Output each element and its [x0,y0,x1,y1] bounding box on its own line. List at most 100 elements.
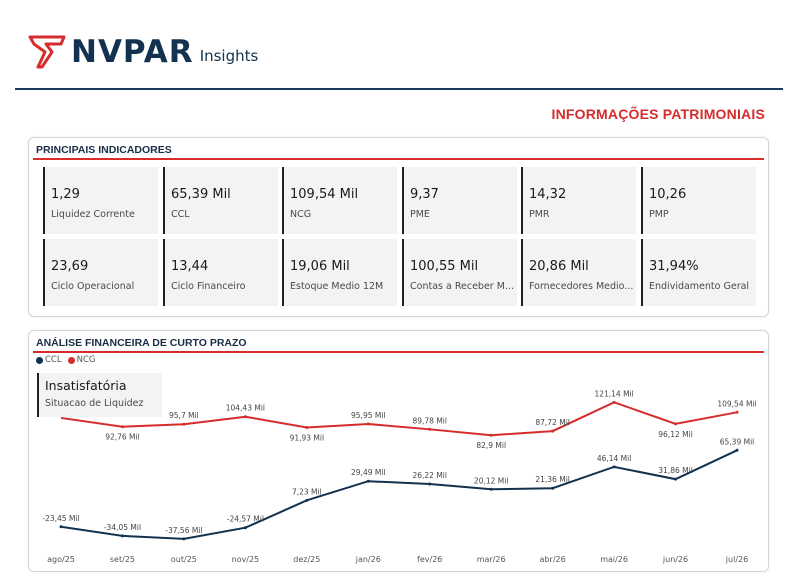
data-label-ncg: 109,54 Mil [717,399,756,408]
data-label-ccl: 31,86 Mil [658,466,693,475]
data-point-ccl[interactable] [612,465,616,469]
data-point-ccl[interactable] [489,487,493,491]
kpi-value: 23,69 [51,259,89,274]
data-label-ccl: -37,56 Mil [165,526,202,535]
x-tick-label: jul/26 [725,555,748,564]
kpi-value: 100,55 Mil [410,259,479,274]
x-tick-label: nov/25 [232,555,260,564]
data-label-ncg: 95,7 Mil [169,411,199,420]
x-tick-label: dez/25 [293,555,320,564]
line-chart[interactable]: -23,45 Mil -34,05 Mil -37,56 Mil -24,57 Mil… [29,331,768,571]
legend-marker-icon [67,356,75,364]
kpi-value: 10,26 [649,187,687,202]
kpi-card-ccl[interactable]: 65,39 Mil CCL [163,167,278,234]
data-label-ncg: 82,9 Mil [476,441,506,450]
data-point-ncg[interactable] [120,425,124,429]
data-point-ncg[interactable] [366,422,370,426]
kpi-card-liquidez-corrente[interactable]: 1,29 Liquidez Corrente [43,167,158,234]
kpi-card-endividamento-geral[interactable]: 31,94% Endividamento Geral [641,239,756,306]
data-point-ncg[interactable] [182,422,186,426]
data-point-ccl[interactable] [551,486,555,490]
x-tick-label: jun/26 [662,555,688,564]
data-label-ncg: 104,43 Mil [226,404,265,413]
kpi-card-contas-a-receber[interactable]: 100,55 Mil Contas a Receber M... [402,239,517,306]
legend-item-ncg[interactable]: NCG [67,355,96,365]
data-point-ccl[interactable] [120,534,124,538]
data-point-ccl[interactable] [305,498,309,502]
page-title: INFORMAÇÕES PATRIMONIAIS [551,106,765,122]
data-point-ncg[interactable] [305,425,309,429]
kpi-label: Liquidez Corrente [51,209,135,220]
data-point-ccl[interactable] [735,448,739,452]
kpi-label: CCL [171,209,190,220]
x-tick-label: fev/26 [417,555,442,564]
kpi-value: 13,44 [171,259,209,274]
kpi-card-pme[interactable]: 9,37 PME [402,167,517,234]
kpi-panel-header: PRINCIPAIS INDICADORES [33,142,764,160]
brand-suffix: Insights [199,47,259,65]
kpi-card-pmp[interactable]: 10,26 PMP [641,167,756,234]
data-point-ncg[interactable] [735,410,739,414]
kpi-panel: PRINCIPAIS INDICADORES 1,29 Liquidez Cor… [28,137,769,317]
data-label-ccl: -34,05 Mil [104,523,141,532]
kpi-value: 20,86 Mil [529,259,589,274]
data-label-ccl: 46,14 Mil [597,454,632,463]
data-point-ccl[interactable] [674,477,678,481]
data-label-ccl: 20,12 Mil [474,476,509,485]
data-label-ccl: -23,45 Mil [42,514,79,523]
x-tick-label: ago/25 [47,555,75,564]
kpi-card-ciclo-operacional[interactable]: 23,69 Ciclo Operacional [43,239,158,306]
status-card-liquidez[interactable]: Insatisfatória Situacao de Liquidez [37,373,162,417]
data-label-ncg: 92,76 Mil [105,433,140,442]
data-label-ccl: 65,39 Mil [720,437,755,446]
data-point-ncg[interactable] [674,422,678,426]
status-value: Insatisfatória [45,378,127,393]
kpi-value: 65,39 Mil [171,187,231,202]
kpi-card-estoque-medio[interactable]: 19,06 Mil Estoque Medio 12M [282,239,397,306]
data-point-ccl[interactable] [182,537,186,541]
legend-item-ccl[interactable]: CCL [36,355,62,365]
kpi-label: Endividamento Geral [649,281,750,292]
kpi-panel-title: PRINCIPAIS INDICADORES [36,144,172,156]
kpi-label: Contas a Receber M... [410,281,514,292]
data-label-ccl: 29,49 Mil [351,468,386,477]
kpi-label: NCG [290,209,312,220]
kpi-card-fornecedores-medio[interactable]: 20,86 Mil Fornecedores Medio... [521,239,636,306]
header-divider [15,88,783,90]
legend-label: NCG [76,355,96,365]
chart-legend[interactable]: CCL NCG [36,355,102,365]
kpi-value: 14,32 [529,187,567,202]
kpi-value: 9,37 [410,187,439,202]
brand-name: NVPAR [71,34,194,70]
kpi-label: Ciclo Financeiro [171,281,246,292]
kpi-card-ncg[interactable]: 109,54 Mil NCG [282,167,397,234]
x-tick-label: jan/26 [355,555,381,564]
status-label: Situacao de Liquidez [45,398,144,409]
kpi-label: PME [410,209,430,220]
data-point-ncg[interactable] [489,433,493,437]
kpi-label: PMP [649,209,669,220]
kpi-card-ciclo-financeiro[interactable]: 13,44 Ciclo Financeiro [163,239,278,306]
kpi-label: Estoque Medio 12M [290,281,384,292]
kpi-label: Fornecedores Medio... [529,281,634,292]
kpi-card-pmr[interactable]: 14,32 PMR [521,167,636,234]
data-label-ncg: 96,12 Mil [658,430,693,439]
data-point-ncg[interactable] [428,427,432,431]
data-point-ncg[interactable] [612,400,616,404]
data-label-ncg: 121,14 Mil [594,389,633,398]
data-point-ccl[interactable] [366,479,370,483]
x-tick-label: set/25 [110,555,135,564]
series-line-ccl[interactable] [60,449,738,540]
brand-mark-icon [28,35,66,69]
chart-panel-title: ANÁLISE FINANCEIRA DE CURTO PRAZO [36,337,247,349]
data-point-ncg[interactable] [243,415,247,419]
data-point-ccl[interactable] [59,525,63,529]
series-line-ncg[interactable] [60,401,738,437]
kpi-value: 31,94% [649,259,699,274]
data-point-ccl[interactable] [243,526,247,530]
kpi-label: PMR [529,209,550,220]
data-label-ncg: 89,78 Mil [412,416,447,425]
data-label-ncg: 87,72 Mil [535,418,570,427]
data-point-ncg[interactable] [551,429,555,433]
data-point-ccl[interactable] [428,482,432,486]
